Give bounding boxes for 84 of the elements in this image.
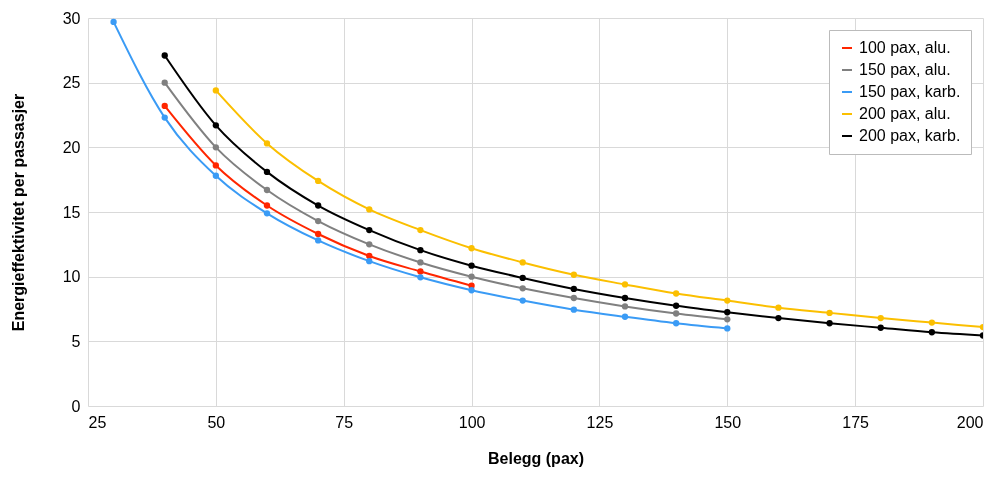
point — [519, 285, 526, 292]
point — [314, 217, 322, 225]
point — [417, 274, 424, 281]
point — [212, 172, 220, 179]
point — [366, 252, 373, 260]
point — [621, 281, 629, 288]
point — [263, 210, 271, 217]
point — [212, 144, 220, 151]
point — [621, 313, 629, 320]
point — [877, 324, 884, 331]
point — [877, 314, 884, 322]
point — [212, 87, 220, 94]
legend-label: 150 pax, alu. — [859, 61, 951, 78]
point — [314, 237, 322, 244]
point — [417, 268, 424, 275]
point — [826, 320, 833, 327]
point — [161, 79, 168, 86]
point — [519, 259, 526, 266]
point — [212, 122, 220, 129]
point — [928, 329, 936, 336]
point — [570, 306, 578, 313]
x-tick-label: 150 — [714, 413, 742, 431]
point — [366, 241, 373, 248]
point — [263, 202, 271, 209]
point — [263, 140, 271, 147]
y-axis-title: Energieffektivitet per passasjer — [9, 93, 27, 332]
point — [212, 162, 220, 169]
y-tick-label: 25 — [62, 74, 81, 92]
point — [263, 168, 271, 176]
x-tick-label: 175 — [842, 413, 870, 431]
legend-label: 150 pax, karb. — [859, 83, 961, 100]
point — [570, 294, 578, 302]
point — [570, 271, 578, 278]
legend-label: 200 pax, karb. — [859, 127, 961, 144]
point — [826, 309, 833, 317]
point — [519, 274, 526, 282]
point — [775, 314, 782, 322]
x-tick-label: 125 — [586, 413, 614, 431]
point — [519, 297, 526, 304]
legend-label: 100 pax, alu. — [859, 39, 951, 56]
point — [724, 325, 731, 332]
point — [724, 309, 731, 316]
point — [724, 297, 731, 304]
x-tick-label: 50 — [207, 413, 226, 431]
point — [161, 102, 168, 110]
point — [570, 285, 578, 293]
point — [928, 319, 936, 326]
point — [468, 273, 475, 280]
y-tick-label: 20 — [62, 138, 81, 156]
point — [468, 287, 475, 294]
x-tick-label: 75 — [335, 413, 354, 431]
point — [621, 303, 629, 310]
point — [314, 202, 322, 209]
y-tick-label: 5 — [71, 332, 81, 350]
point — [366, 257, 373, 265]
point — [468, 262, 475, 269]
point — [110, 18, 117, 26]
point — [161, 52, 168, 59]
point — [417, 259, 424, 266]
y-tick-label: 30 — [62, 9, 81, 27]
point — [417, 247, 424, 254]
point — [468, 245, 475, 252]
x-tick-label: 200 — [956, 413, 984, 431]
point — [263, 186, 271, 194]
point — [366, 206, 373, 213]
point — [672, 290, 680, 297]
y-tick-label: 0 — [71, 397, 81, 415]
x-tick-label: 25 — [88, 413, 107, 431]
point — [314, 230, 322, 238]
point — [366, 226, 373, 234]
point — [161, 114, 168, 121]
x-tick-label: 100 — [458, 413, 486, 431]
point — [672, 302, 680, 309]
point — [672, 320, 680, 327]
point — [775, 304, 782, 311]
y-tick-label: 15 — [62, 203, 81, 221]
x-axis-title: Belegg (pax) — [487, 449, 585, 467]
point — [417, 226, 424, 234]
point — [672, 310, 680, 317]
point — [621, 294, 629, 302]
point — [724, 316, 731, 323]
legend-label: 200 pax, alu. — [859, 105, 951, 122]
y-tick-label: 10 — [62, 268, 81, 286]
point — [314, 177, 322, 185]
